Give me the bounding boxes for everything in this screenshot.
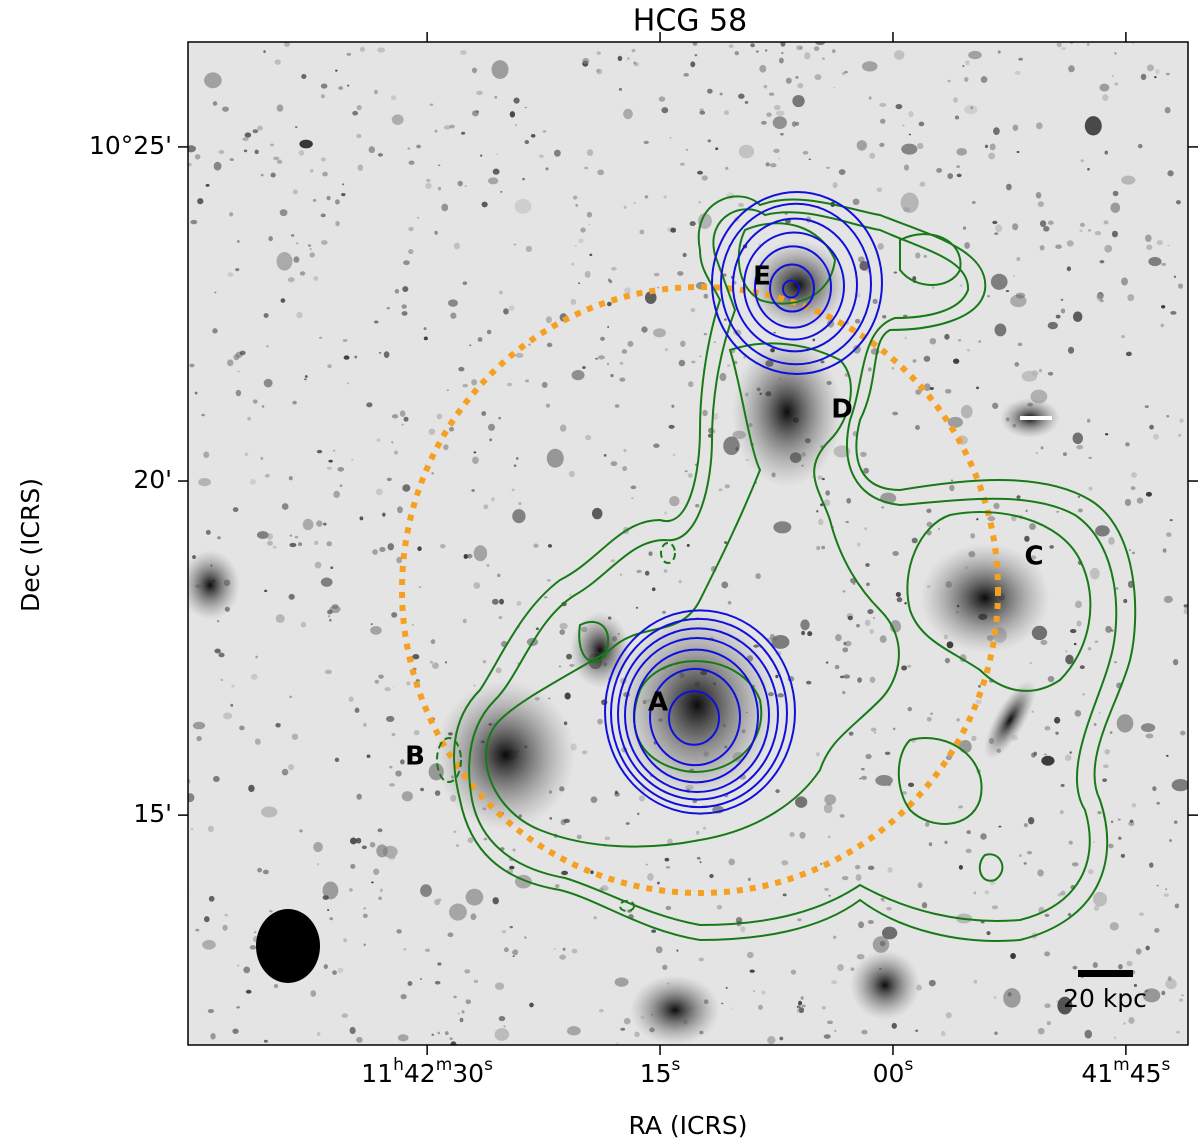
bright-galaxies <box>188 240 1060 1045</box>
y-tick-label: 15' <box>133 799 172 828</box>
group-circle <box>399 284 1001 896</box>
x-tick-label: 11h42m30s <box>361 1055 493 1088</box>
hi-contours-green <box>453 195 1137 942</box>
chart-title: HCG 58 <box>633 4 747 39</box>
x-axis-label: RA (ICRS) <box>629 1111 748 1140</box>
galaxy-label: E <box>753 262 771 292</box>
scale-bar-label: 20 kpc <box>1063 984 1147 1013</box>
y-tick-label: 10°25' <box>89 131 172 160</box>
beam <box>256 909 320 983</box>
y-axis-label: Dec (ICRS) <box>16 478 45 612</box>
x-tick-label: 00s <box>873 1055 914 1088</box>
frame <box>187 41 1189 1046</box>
radio-contours-blue <box>604 191 883 815</box>
galaxy-label: A <box>648 688 668 718</box>
galaxy-label: D <box>831 395 853 425</box>
galaxy-label: C <box>1024 542 1043 572</box>
y-tick-label: 20' <box>133 465 172 494</box>
x-tick-label: 41m45s <box>1081 1055 1170 1088</box>
galaxy-label: B <box>405 742 425 772</box>
scale-bar <box>1078 970 1133 977</box>
sky-image <box>188 42 1188 1045</box>
x-tick-label: 15s <box>640 1055 681 1088</box>
